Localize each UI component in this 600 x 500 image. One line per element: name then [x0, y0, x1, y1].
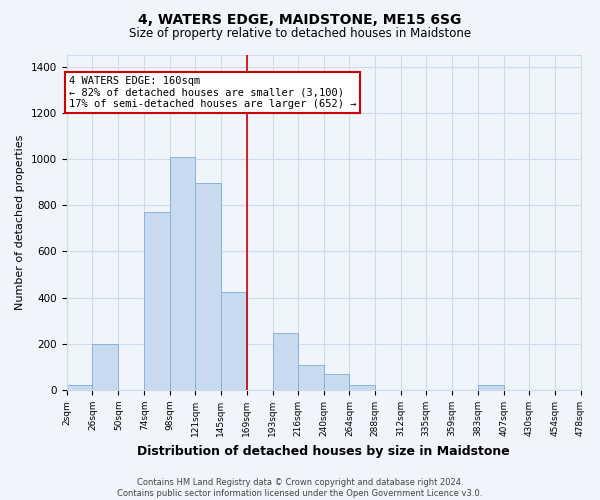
Bar — [67, 386, 92, 390]
Bar — [170, 156, 195, 390]
Bar — [323, 374, 349, 390]
X-axis label: Distribution of detached houses by size in Maidstone: Distribution of detached houses by size … — [137, 444, 510, 458]
Bar — [195, 184, 221, 390]
Bar — [478, 386, 504, 390]
Bar — [92, 344, 118, 390]
Text: Size of property relative to detached houses in Maidstone: Size of property relative to detached ho… — [129, 28, 471, 40]
Bar — [221, 292, 247, 390]
Text: 4, WATERS EDGE, MAIDSTONE, ME15 6SG: 4, WATERS EDGE, MAIDSTONE, ME15 6SG — [139, 12, 461, 26]
Bar — [298, 364, 323, 390]
Y-axis label: Number of detached properties: Number of detached properties — [15, 135, 25, 310]
Bar — [273, 334, 298, 390]
Text: 4 WATERS EDGE: 160sqm
← 82% of detached houses are smaller (3,100)
17% of semi-d: 4 WATERS EDGE: 160sqm ← 82% of detached … — [68, 76, 356, 109]
Text: Contains HM Land Registry data © Crown copyright and database right 2024.
Contai: Contains HM Land Registry data © Crown c… — [118, 478, 482, 498]
Bar — [144, 212, 170, 390]
Bar — [349, 386, 376, 390]
